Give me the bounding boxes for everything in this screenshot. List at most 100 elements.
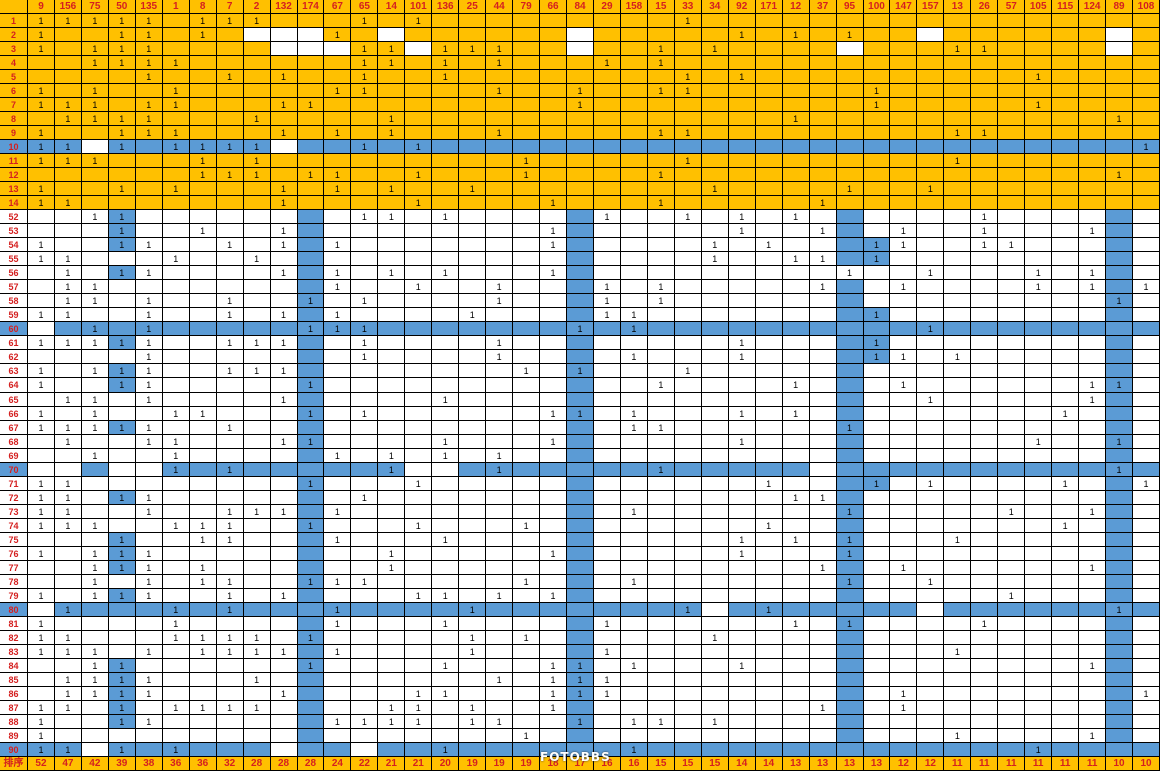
- grid-cell[interactable]: [782, 196, 810, 211]
- grid-cell[interactable]: 1: [620, 322, 648, 337]
- grid-cell[interactable]: [998, 98, 1026, 113]
- grid-cell[interactable]: [351, 266, 379, 281]
- grid-cell[interactable]: [216, 196, 244, 211]
- grid-cell[interactable]: [567, 126, 594, 141]
- grid-cell[interactable]: 1: [1106, 602, 1134, 617]
- grid-cell[interactable]: [405, 448, 433, 463]
- grid-cell[interactable]: 1: [567, 322, 594, 337]
- grid-cell[interactable]: [1025, 714, 1053, 729]
- grid-cell[interactable]: [674, 686, 702, 701]
- grid-cell[interactable]: [1025, 658, 1053, 673]
- grid-cell[interactable]: [216, 252, 244, 267]
- grid-cell[interactable]: [162, 392, 190, 407]
- grid-cell[interactable]: 1: [728, 350, 756, 365]
- grid-cell[interactable]: 1: [594, 56, 621, 71]
- grid-cell[interactable]: [863, 364, 891, 379]
- column-header[interactable]: 26: [971, 0, 999, 15]
- grid-cell[interactable]: [647, 686, 675, 701]
- grid-cell[interactable]: 1: [405, 196, 433, 211]
- grid-cell[interactable]: [998, 532, 1026, 547]
- grid-cell[interactable]: [809, 182, 837, 197]
- grid-cell[interactable]: [351, 196, 379, 211]
- grid-cell[interactable]: [1079, 462, 1107, 477]
- grid-cell[interactable]: [189, 112, 217, 127]
- grid-cell[interactable]: 1: [540, 196, 568, 211]
- column-header[interactable]: 1: [162, 0, 190, 15]
- grid-cell[interactable]: [378, 672, 406, 687]
- grid-cell[interactable]: [459, 266, 487, 281]
- grid-cell[interactable]: [432, 462, 460, 477]
- grid-cell[interactable]: [620, 700, 648, 715]
- grid-cell[interactable]: [1079, 532, 1107, 547]
- grid-cell[interactable]: 1: [135, 322, 163, 337]
- grid-cell[interactable]: [378, 490, 406, 505]
- grid-cell[interactable]: [620, 616, 648, 631]
- grid-cell[interactable]: [890, 672, 918, 687]
- grid-cell[interactable]: [836, 686, 864, 701]
- grid-cell[interactable]: [1133, 574, 1160, 589]
- grid-cell[interactable]: [243, 490, 271, 505]
- grid-cell[interactable]: [971, 420, 999, 435]
- grid-cell[interactable]: [540, 70, 568, 85]
- grid-cell[interactable]: [701, 532, 729, 547]
- grid-cell[interactable]: [1025, 350, 1053, 365]
- grid-cell[interactable]: [378, 350, 406, 365]
- grid-cell[interactable]: [836, 448, 864, 463]
- grid-cell[interactable]: [351, 392, 379, 407]
- grid-cell[interactable]: [162, 196, 190, 211]
- grid-cell[interactable]: [270, 28, 298, 43]
- grid-cell[interactable]: 1: [28, 700, 55, 715]
- grid-cell[interactable]: [540, 280, 568, 295]
- grid-cell[interactable]: [647, 728, 675, 743]
- grid-cell[interactable]: 1: [81, 210, 109, 225]
- grid-cell[interactable]: [351, 168, 379, 183]
- grid-cell[interactable]: [189, 476, 217, 491]
- grid-cell[interactable]: [270, 42, 298, 57]
- grid-cell[interactable]: [486, 434, 514, 449]
- grid-cell[interactable]: [324, 630, 352, 645]
- grid-cell[interactable]: 1: [647, 462, 675, 477]
- grid-cell[interactable]: 1: [486, 126, 514, 141]
- grid-cell[interactable]: [1106, 588, 1134, 603]
- grid-cell[interactable]: [162, 686, 190, 701]
- grid-cell[interactable]: 1: [189, 28, 217, 43]
- grid-cell[interactable]: [917, 14, 945, 29]
- grid-cell[interactable]: [944, 658, 972, 673]
- grid-cell[interactable]: 1: [135, 490, 163, 505]
- grid-cell[interactable]: [674, 742, 702, 757]
- grid-cell[interactable]: [459, 392, 487, 407]
- grid-cell[interactable]: [755, 462, 783, 477]
- column-header[interactable]: 95: [836, 0, 864, 15]
- grid-cell[interactable]: [594, 182, 621, 197]
- grid-cell[interactable]: [243, 686, 271, 701]
- row-label[interactable]: 52: [0, 210, 28, 225]
- grid-cell[interactable]: [594, 462, 621, 477]
- grid-cell[interactable]: [863, 728, 891, 743]
- grid-cell[interactable]: [324, 294, 352, 309]
- grid-cell[interactable]: [782, 588, 810, 603]
- grid-cell[interactable]: [890, 266, 918, 281]
- grid-cell[interactable]: [1133, 238, 1160, 253]
- grid-cell[interactable]: [620, 112, 648, 127]
- grid-cell[interactable]: 1: [351, 140, 379, 155]
- grid-cell[interactable]: [809, 546, 837, 561]
- grid-cell[interactable]: [971, 518, 999, 533]
- grid-cell[interactable]: [459, 672, 487, 687]
- grid-cell[interactable]: 1: [189, 406, 217, 421]
- grid-cell[interactable]: 1: [108, 336, 136, 351]
- grid-cell[interactable]: [378, 364, 406, 379]
- grid-cell[interactable]: [890, 574, 918, 589]
- grid-cell[interactable]: [351, 588, 379, 603]
- grid-cell[interactable]: 1: [28, 252, 55, 267]
- grid-cell[interactable]: [755, 168, 783, 183]
- grid-cell[interactable]: [189, 84, 217, 99]
- grid-cell[interactable]: [701, 644, 729, 659]
- grid-cell[interactable]: [513, 336, 541, 351]
- grid-cell[interactable]: [701, 490, 729, 505]
- grid-cell[interactable]: [594, 252, 621, 267]
- grid-cell[interactable]: [1106, 518, 1134, 533]
- grid-cell[interactable]: [890, 252, 918, 267]
- grid-cell[interactable]: 1: [54, 434, 82, 449]
- grid-cell[interactable]: [1052, 98, 1080, 113]
- grid-cell[interactable]: 1: [728, 210, 756, 225]
